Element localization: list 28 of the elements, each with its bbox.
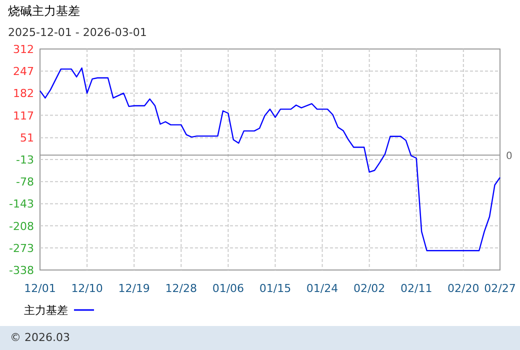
x-tick-label: 01/06: [212, 282, 244, 295]
x-tick-label: 01/24: [306, 282, 338, 295]
y-tick-label: 247: [13, 65, 34, 78]
x-tick-label: 12/01: [24, 282, 56, 295]
x-tick-label: 12/19: [118, 282, 150, 295]
y-tick-label: -13: [16, 154, 34, 166]
x-tick-label: 02/27: [484, 282, 516, 295]
y-tick-label: -208: [9, 220, 34, 233]
x-tick-label: 02/20: [448, 282, 480, 295]
x-tick-label: 02/11: [400, 282, 432, 295]
x-tick-label: 02/02: [353, 282, 386, 295]
y-tick-label: 51: [20, 132, 34, 145]
y-tick-label: -143: [9, 198, 34, 211]
x-tick-label: 01/15: [259, 282, 292, 295]
x-tick-label: 12/10: [71, 282, 103, 295]
ref-line-label: 0: [506, 151, 512, 162]
y-tick-label: 117: [13, 109, 34, 122]
line-series: [39, 67, 501, 252]
y-tick-label: 312: [13, 43, 34, 56]
chart-title: 烧碱主力基差: [8, 4, 80, 18]
text: © 2026.03: [10, 331, 70, 344]
y-tick-label: -338: [9, 264, 34, 277]
y-tick-label: -78: [16, 176, 34, 189]
y-tick-label: 182: [13, 87, 34, 100]
legend-label: 主力基差: [24, 304, 68, 317]
chart-subtitle: 2025-12-01 - 2026-03-01: [8, 26, 147, 39]
x-tick-label: 12/28: [165, 282, 197, 295]
y-tick-label: -273: [9, 242, 34, 255]
